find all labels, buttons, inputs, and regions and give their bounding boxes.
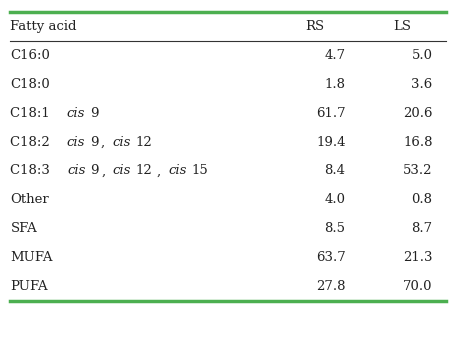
Text: 8.5: 8.5 [324,223,345,236]
Text: 9: 9 [90,106,99,119]
Text: 16.8: 16.8 [402,135,431,148]
Text: 9: 9 [90,135,99,148]
Text: cis: cis [67,165,85,177]
Text: RS: RS [305,19,324,32]
Text: C16:0: C16:0 [10,49,50,62]
Text: 4.7: 4.7 [324,49,345,62]
Text: 8.4: 8.4 [324,165,345,177]
Text: cis: cis [67,106,85,119]
Text: SFA: SFA [10,223,37,236]
Text: PUFA: PUFA [10,280,48,293]
Text: 63.7: 63.7 [315,251,345,264]
Text: cis: cis [67,135,85,148]
Text: 12: 12 [136,165,152,177]
Text: cis: cis [112,165,130,177]
Text: ,: , [101,165,110,177]
Text: 70.0: 70.0 [402,280,431,293]
Text: 3.6: 3.6 [410,78,431,91]
Text: C18:3: C18:3 [10,165,55,177]
Text: cis: cis [112,135,130,148]
Text: cis: cis [167,165,186,177]
Text: C18:0: C18:0 [10,78,50,91]
Text: 20.6: 20.6 [402,106,431,119]
Text: ,: , [101,135,110,148]
Text: Fatty acid: Fatty acid [10,19,77,32]
Text: 9: 9 [91,165,99,177]
Text: C18:1: C18:1 [10,106,54,119]
Text: 12: 12 [135,135,152,148]
Text: 21.3: 21.3 [402,251,431,264]
Text: 1.8: 1.8 [324,78,345,91]
Text: 15: 15 [191,165,208,177]
Text: 4.0: 4.0 [324,194,345,207]
Text: Other: Other [10,194,49,207]
Text: 61.7: 61.7 [315,106,345,119]
Text: 5.0: 5.0 [410,49,431,62]
Text: C18:2: C18:2 [10,135,54,148]
Text: MUFA: MUFA [10,251,53,264]
Text: 8.7: 8.7 [410,223,431,236]
Text: ,: , [157,165,165,177]
Text: 27.8: 27.8 [315,280,345,293]
Text: LS: LS [392,19,410,32]
Text: 0.8: 0.8 [410,194,431,207]
Text: 19.4: 19.4 [315,135,345,148]
Text: 53.2: 53.2 [402,165,431,177]
